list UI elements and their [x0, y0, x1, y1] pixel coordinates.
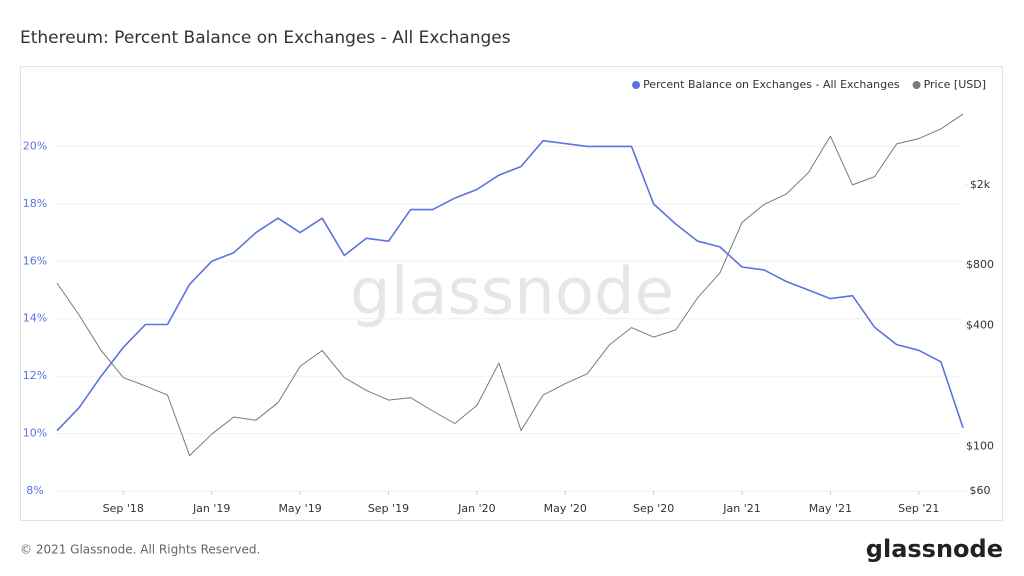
x-tick-label: Sep '19 [368, 502, 409, 515]
legend-label: Price [USD] [924, 78, 986, 91]
legend-dot [632, 81, 641, 89]
x-tick-label: May '21 [809, 502, 852, 515]
chart-title: Ethereum: Percent Balance on Exchanges -… [20, 28, 511, 48]
y-tick-label: 12% [23, 369, 47, 382]
y2-tick-label: $800 [966, 258, 994, 271]
x-tick-label: Jan '19 [192, 502, 230, 515]
x-tick-label: Sep '20 [633, 502, 674, 515]
watermark: glassnode [350, 256, 674, 330]
legend-label: Percent Balance on Exchanges - All Excha… [643, 78, 900, 91]
x-tick-label: May '19 [278, 502, 321, 515]
y-tick-label: 18% [23, 197, 47, 210]
y2-tick-label: $2k [970, 178, 991, 191]
x-tick-label: May '20 [544, 502, 587, 515]
y-tick-label: 14% [23, 312, 47, 325]
series-line [56, 113, 964, 457]
x-tick-label: Jan '20 [457, 502, 495, 515]
y-tick-label: 8% [26, 484, 43, 497]
chart-frame [20, 66, 1003, 521]
footer: © 2021 Glassnode. All Rights Reserved. [20, 543, 260, 557]
brand-logo: glassnode [866, 535, 1003, 563]
y-tick-label: 16% [23, 254, 47, 267]
y-tick-label: 20% [23, 139, 47, 152]
x-tick-label: Sep '18 [103, 502, 144, 515]
y2-tick-label: $100 [966, 439, 994, 452]
x-tick-label: Sep '21 [898, 502, 939, 515]
series-line [56, 139, 964, 432]
y2-tick-label: $400 [966, 318, 994, 331]
x-tick-label: Jan '21 [722, 502, 760, 515]
legend-dot [912, 81, 921, 89]
y2-tick-label: $60 [970, 484, 991, 497]
y-tick-label: 10% [23, 427, 47, 440]
